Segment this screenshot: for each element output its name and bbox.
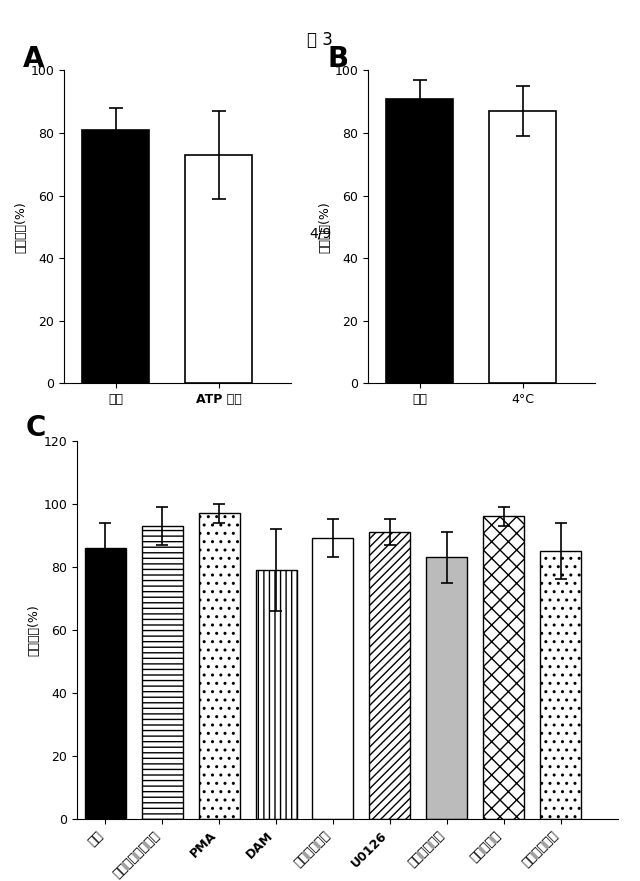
Y-axis label: 蛍光細胞(%): 蛍光細胞(%): [28, 604, 40, 655]
Bar: [84, 548, 125, 819]
Bar: [255, 570, 296, 819]
Text: A: A: [23, 46, 45, 73]
Text: 図 3: 図 3: [307, 31, 333, 48]
Bar: [426, 558, 467, 819]
Bar: [490, 111, 556, 383]
Y-axis label: 蛍光細胞(%): 蛍光細胞(%): [15, 201, 28, 253]
Y-axis label: 蛍光細胞(%): 蛍光細胞(%): [319, 201, 332, 253]
Bar: [483, 516, 524, 819]
Bar: [312, 538, 353, 819]
Bar: [186, 155, 252, 383]
Text: C: C: [26, 414, 46, 442]
Bar: [540, 551, 581, 819]
Bar: [369, 532, 410, 819]
Bar: [386, 99, 453, 383]
Bar: [141, 526, 182, 819]
Bar: [82, 130, 149, 383]
Bar: [198, 513, 239, 819]
Text: 4/9: 4/9: [309, 226, 331, 241]
Text: B: B: [327, 46, 348, 73]
